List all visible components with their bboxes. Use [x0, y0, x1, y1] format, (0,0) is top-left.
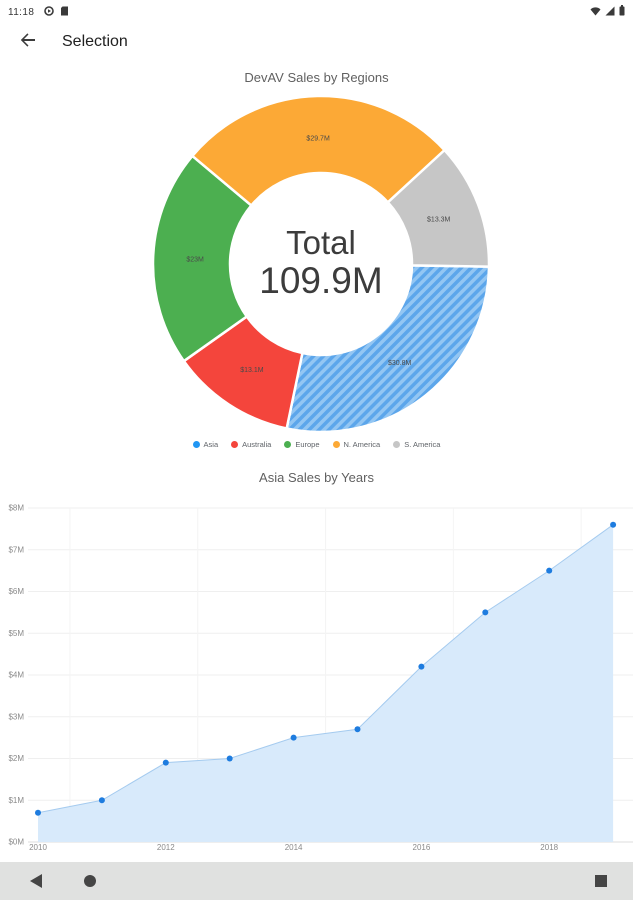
donut-center-title: Total: [286, 224, 356, 261]
y-axis-tick-label: $3M: [8, 712, 24, 721]
donut-slice-europe[interactable]: [151, 154, 254, 363]
slice-value-label: $23M: [186, 256, 204, 263]
legend-item-n-america[interactable]: N. America: [332, 440, 381, 449]
legend-marker-icon: [393, 441, 401, 448]
android-back-icon: [30, 874, 42, 888]
status-right-icons: [590, 3, 625, 21]
legend-label: Asia: [203, 440, 219, 449]
y-axis-tick-label: $0M: [8, 838, 24, 847]
legend-label: Australia: [242, 440, 272, 449]
legend-marker-icon: [332, 441, 340, 448]
data-point-2012[interactable]: [162, 759, 169, 766]
wifi-icon: [590, 3, 601, 21]
cellular-signal-icon: [605, 3, 615, 21]
android-home-icon: [84, 875, 96, 887]
legend-marker-icon: [231, 441, 239, 448]
legend-label: Europe: [295, 440, 320, 449]
android-home-button[interactable]: [70, 862, 110, 900]
x-axis-tick-label: 2010: [29, 843, 47, 852]
data-point-2017[interactable]: [482, 609, 489, 616]
donut-chart[interactable]: $30.8M $13.1M $23M $29.7M $13.3M: [0, 88, 633, 444]
x-axis-tick-label: 2016: [413, 843, 431, 852]
battery-icon: [619, 3, 625, 21]
navigation-bar: [0, 862, 633, 900]
back-button[interactable]: [8, 22, 48, 62]
donut-slice-n-america[interactable]: [190, 94, 447, 208]
data-point-2015[interactable]: [354, 726, 361, 733]
data-point-2013[interactable]: [226, 755, 233, 762]
area-chart[interactable]: $0M $1M $2M $3M $4M $5M $6M $7M $8M 2010 2012 2014 2…: [0, 492, 633, 860]
area-chart-title: Asia Sales by Years: [259, 470, 374, 485]
android-back-button[interactable]: [16, 862, 56, 900]
y-axis-tick-label: $6M: [8, 587, 24, 596]
x-axis-tick-label: 2018: [540, 843, 558, 852]
x-axis-tick-label: 2014: [285, 843, 303, 852]
donut-legend: Asia Australia Europe N. America S. America: [0, 440, 633, 449]
legend-marker-icon: [192, 441, 200, 448]
legend-item-europe[interactable]: Europe: [284, 440, 320, 449]
status-bar: 11:18: [0, 0, 633, 22]
slice-value-label: $30.8M: [388, 360, 412, 367]
donut-slice-asia[interactable]: [285, 264, 491, 434]
data-point-2011[interactable]: [98, 797, 105, 804]
donut-slice-s-america[interactable]: [386, 148, 491, 268]
status-left-icons: [44, 3, 69, 21]
slice-value-label: $13.3M: [427, 217, 451, 224]
android-recents-button[interactable]: [581, 862, 621, 900]
y-axis-tick-label: $1M: [8, 796, 24, 805]
data-point-2014[interactable]: [290, 734, 297, 741]
y-axis-tick-label: $8M: [8, 504, 24, 513]
y-axis-tick-label: $7M: [8, 545, 24, 554]
area-series-fill: [38, 524, 614, 842]
page-title: Selection: [62, 33, 128, 50]
legend-label: N. America: [343, 440, 381, 449]
play-protect-icon: [44, 3, 55, 21]
donut-center-text: Total 109.9M: [171, 224, 471, 301]
donut-chart-title: DevAV Sales by Regions: [244, 70, 389, 85]
legend-marker-icon: [284, 441, 292, 448]
legend-item-asia[interactable]: Asia: [192, 440, 219, 449]
y-axis-tick-label: $5M: [8, 629, 24, 638]
legend-item-australia[interactable]: Australia: [231, 440, 271, 449]
legend-label: S. America: [404, 440, 441, 449]
data-point-2018[interactable]: [546, 567, 553, 574]
y-axis-tick-label: $2M: [8, 754, 24, 763]
slice-value-label: $13.1M: [240, 367, 264, 374]
status-time: 11:18: [8, 6, 35, 18]
data-point-2016[interactable]: [418, 663, 425, 670]
y-axis-tick-label: $4M: [8, 671, 24, 680]
donut-center-value: 109.9M: [259, 260, 383, 301]
area-series-line: [37, 524, 614, 814]
back-arrow-icon: [19, 31, 37, 54]
data-point-2019[interactable]: [610, 521, 617, 528]
data-point-2010[interactable]: [35, 809, 41, 816]
slice-value-label: $29.7M: [306, 136, 330, 143]
sd-card-icon: [60, 3, 69, 21]
app-bar: Selection: [0, 22, 633, 62]
android-recents-icon: [595, 875, 607, 887]
legend-item-s-america[interactable]: S. America: [393, 440, 440, 449]
x-axis-tick-label: 2012: [157, 843, 175, 852]
